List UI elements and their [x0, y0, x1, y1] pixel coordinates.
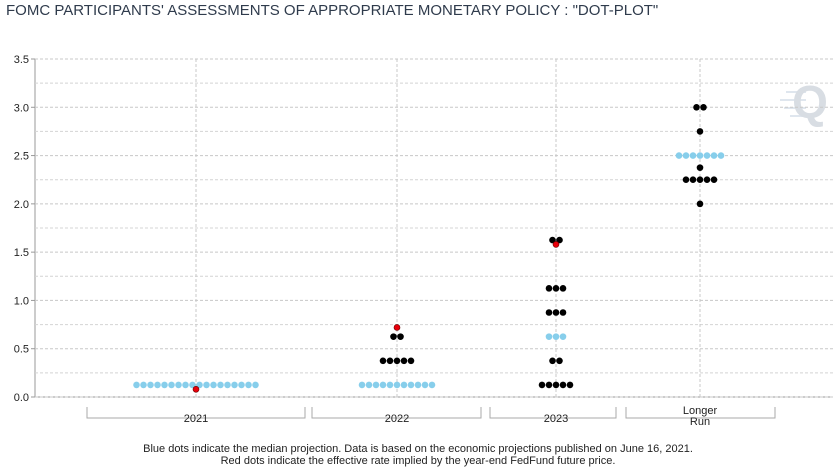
dot — [552, 309, 560, 316]
dot — [559, 285, 567, 292]
logo-stripes — [780, 91, 806, 117]
dot — [217, 381, 224, 389]
dot — [559, 309, 567, 316]
chart-title: FOMC PARTICIPANTS' ASSESSMENTS OF APPROP… — [6, 2, 658, 19]
y-tick-label: 2.0 — [14, 199, 29, 211]
dot — [549, 357, 556, 365]
note: Blue dots indicate the median projection… — [143, 443, 693, 455]
dot — [238, 381, 245, 389]
category-bracket — [489, 407, 617, 419]
dot — [545, 285, 553, 292]
x-tick-label: 2023 — [543, 413, 569, 425]
dot — [379, 357, 387, 365]
market-dot — [192, 385, 200, 393]
y-tick-label: 1.5 — [14, 247, 29, 259]
category-bracket — [625, 407, 776, 419]
dot — [182, 381, 189, 389]
dot — [372, 381, 380, 389]
dot — [693, 103, 700, 111]
dot — [390, 333, 397, 340]
dot — [397, 333, 404, 340]
dot — [358, 381, 366, 389]
dot — [717, 152, 725, 159]
dot — [407, 381, 415, 389]
dot — [386, 357, 394, 365]
dot — [552, 333, 560, 340]
dot — [696, 200, 704, 208]
dot — [559, 333, 567, 340]
dot — [140, 381, 147, 389]
dot — [682, 152, 690, 159]
dot — [133, 381, 140, 389]
dot — [147, 381, 154, 389]
dot — [393, 381, 401, 389]
dot — [210, 381, 217, 389]
dot — [393, 357, 401, 365]
y-tick-label: 0.5 — [14, 344, 29, 356]
dot — [245, 381, 252, 389]
dot — [710, 152, 718, 159]
dot — [400, 357, 408, 365]
market-dot — [393, 324, 401, 331]
logo: Q — [792, 76, 828, 128]
dot — [545, 381, 553, 389]
dot — [400, 381, 408, 389]
dot — [365, 381, 373, 389]
dot — [696, 176, 704, 184]
dot — [386, 381, 394, 389]
dot — [696, 164, 704, 171]
y-tick-label: 1.0 — [14, 295, 29, 307]
dot — [379, 381, 387, 389]
dot — [414, 381, 422, 389]
dot — [231, 381, 238, 389]
dot — [700, 103, 707, 111]
dot — [556, 357, 563, 365]
x-tick-label: 2021 — [183, 413, 209, 425]
y-tick-label: 0.0 — [14, 392, 29, 404]
dot — [710, 176, 718, 184]
dot — [559, 381, 567, 389]
dot — [703, 152, 711, 159]
x-tick-label: 2022 — [384, 413, 410, 425]
y-tick-label: 3.0 — [14, 102, 29, 114]
dot — [696, 128, 704, 135]
note: Red dots indicate the effective rate imp… — [221, 455, 616, 467]
category-bracket — [86, 407, 306, 419]
category-bracket — [311, 407, 482, 419]
dot — [545, 333, 553, 340]
dot — [252, 381, 259, 389]
dot — [154, 381, 161, 389]
dot — [407, 357, 415, 365]
dot — [552, 285, 560, 292]
dot — [168, 381, 175, 389]
dot — [552, 381, 560, 389]
dot — [703, 176, 711, 184]
dot — [538, 381, 546, 389]
dot — [175, 381, 182, 389]
dot — [689, 176, 697, 184]
dot — [224, 381, 231, 389]
dot — [689, 152, 697, 159]
dot — [428, 381, 436, 389]
dot — [566, 381, 574, 389]
dot — [545, 309, 553, 316]
y-tick-label: 2.5 — [14, 151, 29, 163]
dot — [203, 381, 210, 389]
market-dot — [552, 241, 560, 248]
x-tick-label: Longer Run — [682, 405, 718, 428]
dot — [682, 176, 690, 184]
dot — [696, 152, 704, 159]
y-tick-label: 3.5 — [14, 54, 29, 66]
dot — [421, 381, 429, 389]
dot — [675, 152, 683, 159]
dot — [161, 381, 168, 389]
